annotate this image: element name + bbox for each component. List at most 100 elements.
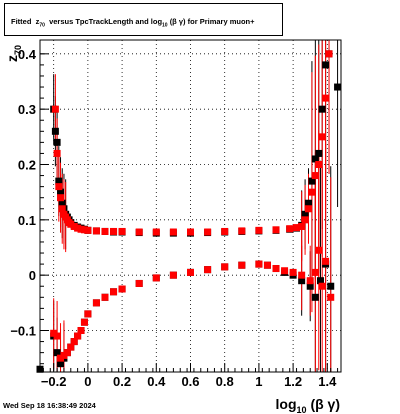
black-series-marker xyxy=(298,277,306,285)
red-series-marker xyxy=(308,188,316,196)
tick-layer xyxy=(40,53,339,372)
black-series-marker xyxy=(315,149,323,157)
red-series-marker xyxy=(315,246,323,254)
black-series-marker xyxy=(57,188,65,196)
red-series-marker xyxy=(272,265,280,273)
red-series-marker xyxy=(272,226,280,234)
red-series-marker xyxy=(55,183,63,191)
red-series-marker xyxy=(289,268,297,276)
red-series-marker xyxy=(255,260,263,268)
red-series-marker xyxy=(51,105,59,113)
black-series-marker xyxy=(306,282,314,290)
black-series-marker xyxy=(51,127,59,135)
red-series-marker xyxy=(311,172,319,180)
red-series-marker xyxy=(301,216,309,224)
y-tick-label: −0.1 xyxy=(10,324,36,339)
red-series-marker xyxy=(80,318,88,326)
red-series-marker xyxy=(325,50,333,58)
x-axis-title: log10 (β γ) xyxy=(276,396,340,414)
black-series-marker xyxy=(58,199,66,207)
red-series-marker xyxy=(298,222,306,230)
label-layer: −0.2 0 0.2 0.4 0.6 0.8 1 1.2 1.4 −0.1 0 0.1 0.2 0.3 0.… xyxy=(4,45,340,414)
black-series-marker xyxy=(53,349,61,357)
red-series-marker xyxy=(77,327,85,334)
x-tick-label: 1.4 xyxy=(318,374,337,389)
y-tick-label: 0.1 xyxy=(18,213,36,228)
timestamp: Wed Sep 18 16:38:49 2024 xyxy=(3,401,96,410)
x-tick-label: 0 xyxy=(84,374,91,389)
x-tick-label: 0.2 xyxy=(113,374,131,389)
black-series-marker xyxy=(316,277,324,285)
red-series-marker xyxy=(169,228,177,236)
red-series-marker xyxy=(318,133,326,141)
x-tick-label: 1 xyxy=(255,374,262,389)
red-series-marker xyxy=(84,226,92,234)
black-series-marker xyxy=(308,177,316,185)
black-series-marker xyxy=(301,210,309,218)
red-series-marker xyxy=(306,277,314,285)
title-box: Fitted z70 versus TpcTrackLength and log… xyxy=(4,3,283,36)
red-series-marker xyxy=(84,310,92,318)
red-series-marker xyxy=(67,343,75,351)
black-series-marker xyxy=(311,155,319,163)
red-series-marker xyxy=(286,225,294,233)
red-series-marker xyxy=(327,293,335,301)
red-series-marker xyxy=(238,261,246,269)
red-series-marker xyxy=(152,228,160,236)
red-series-marker xyxy=(118,227,126,235)
black-series-marker xyxy=(311,293,319,301)
red-series-marker xyxy=(204,266,212,274)
red-series-marker xyxy=(281,267,289,275)
marker-layer xyxy=(36,50,342,373)
red-series-marker xyxy=(53,149,61,157)
red-series-marker xyxy=(135,228,143,236)
black-series-marker xyxy=(334,83,342,91)
chart-title: Fitted z70 versus TpcTrackLength and log… xyxy=(11,17,255,29)
red-series-marker xyxy=(53,332,61,340)
y-tick-label: 0 xyxy=(29,268,36,283)
y-tick-label: 0.3 xyxy=(18,102,36,117)
x-tick-label: 0.8 xyxy=(216,374,234,389)
red-series-marker xyxy=(70,338,78,346)
x-tick-label: 1.2 xyxy=(284,374,302,389)
red-series-marker xyxy=(221,263,229,271)
red-series-marker xyxy=(322,257,330,265)
black-series-marker xyxy=(57,360,65,368)
black-series-marker xyxy=(53,138,61,146)
x-tick-label: 0.6 xyxy=(181,374,199,389)
red-series-marker xyxy=(187,228,194,236)
x-tick-label: 0.4 xyxy=(147,374,166,389)
red-series-marker xyxy=(322,94,330,102)
red-series-marker xyxy=(298,271,306,279)
red-series-marker xyxy=(110,227,118,235)
red-series-marker xyxy=(101,227,109,235)
red-series-marker xyxy=(74,332,82,340)
black-series-marker xyxy=(322,61,330,69)
y-tick-label: 0.2 xyxy=(18,158,36,173)
red-series-marker xyxy=(311,268,319,276)
red-series-marker xyxy=(318,282,326,290)
red-series-marker xyxy=(118,285,126,293)
red-series-marker xyxy=(92,299,100,307)
x-tick-label: −0.2 xyxy=(41,374,67,389)
red-series-marker xyxy=(263,261,271,269)
red-series-marker xyxy=(255,226,263,234)
red-series-marker xyxy=(152,274,160,282)
y-axis-title: z70 xyxy=(4,45,23,62)
red-series-marker xyxy=(57,194,65,202)
red-series-marker xyxy=(238,227,246,235)
red-series-marker xyxy=(221,227,229,235)
black-series-marker xyxy=(305,199,313,207)
red-series-marker xyxy=(110,288,118,296)
red-series-marker xyxy=(101,293,109,301)
y-tick-label: 0.4 xyxy=(18,47,37,62)
red-series-marker xyxy=(92,227,100,235)
red-series-marker xyxy=(187,268,194,276)
red-series-marker xyxy=(58,205,66,213)
red-series-marker xyxy=(63,349,71,357)
red-series-marker xyxy=(305,205,313,213)
red-series-marker xyxy=(204,228,212,236)
red-series-marker xyxy=(293,224,301,232)
red-series-marker xyxy=(315,161,323,168)
